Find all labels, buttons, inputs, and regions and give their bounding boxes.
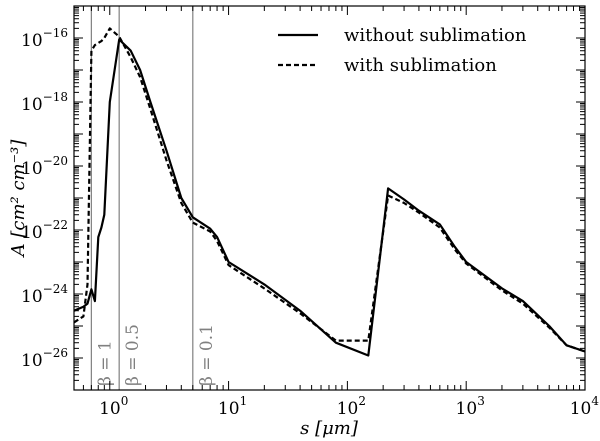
series-line-without-sublimation: [74, 38, 585, 357]
reference-lines: β = 1 β = 0.5 β = 0.1: [90, 6, 217, 390]
plot-background: [74, 6, 585, 390]
y-tick-label: 10−18: [21, 90, 68, 115]
beta-label-1: β = 1: [95, 340, 115, 386]
y-tick-label: 10−16: [21, 26, 68, 51]
legend-label-with-sublimation: with sublimation: [344, 55, 497, 76]
x-tick-label: 101: [218, 394, 247, 419]
y-axis-label: A [cm² cm⁻³]: [8, 139, 29, 259]
axis-ticks: [73, 5, 586, 391]
x-tick-label: 100: [99, 394, 128, 419]
beta-label-2: β = 0.5: [123, 324, 143, 386]
x-axis-label: s [μm]: [300, 418, 359, 439]
y-tick-label: 10−20: [21, 154, 68, 179]
beta-label-3: β = 0.1: [197, 324, 217, 386]
axis-tick-labels: 100 101 102 103 104 10−16 10−18 10−20 10−22 10−24…: [21, 26, 599, 419]
legend: without sublimation with sublimation: [278, 25, 527, 76]
y-tick-label: 10−24: [21, 282, 68, 307]
legend-label-without-sublimation: without sublimation: [344, 25, 527, 46]
series-group: [74, 27, 585, 357]
x-tick-label: 103: [456, 394, 485, 419]
series-line-with-sublimation: [74, 27, 585, 353]
x-tick-label: 102: [337, 394, 366, 419]
y-tick-label: 10−22: [21, 218, 68, 243]
y-tick-label: 10−26: [21, 346, 68, 371]
x-tick-label: 104: [570, 394, 600, 419]
